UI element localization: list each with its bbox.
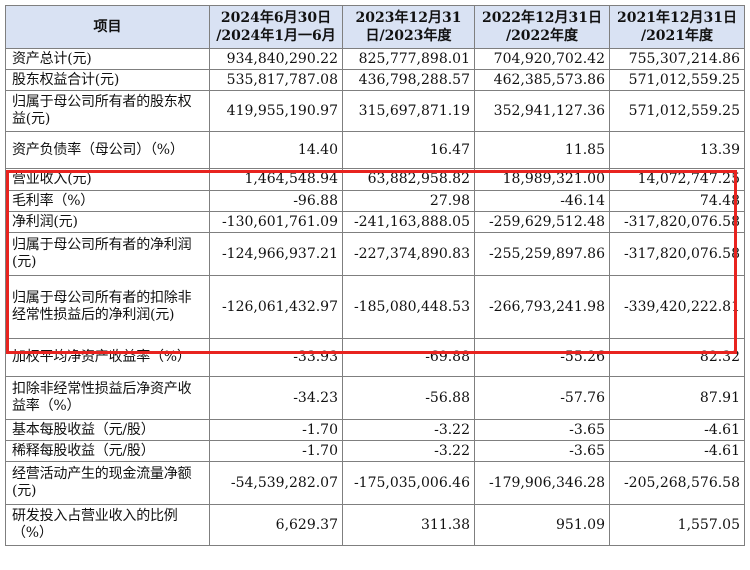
- header-2024h1: 2024年6月30日 /2024年1月一6月: [209, 5, 343, 49]
- cell-value: -96.88: [209, 190, 343, 212]
- cell-value: -175,035,006.46: [342, 461, 475, 505]
- cell-value: -46.14: [474, 190, 610, 212]
- cell-value: 934,840,290.22: [209, 48, 343, 70]
- cell-value: 535,817,787.08: [209, 69, 343, 91]
- cell-value: -33.93: [209, 338, 343, 377]
- cell-value: -3.22: [342, 440, 475, 462]
- cell-value: 571,012,559.25: [609, 69, 745, 91]
- row-label: 股东权益合计(元): [5, 69, 210, 91]
- cell-value: -227,374,890.83: [342, 232, 475, 276]
- cell-value: -56.88: [342, 376, 475, 420]
- cell-value: -185,080,448.53: [342, 275, 475, 339]
- row-label: 归属于母公司所有者的净利润(元): [5, 232, 210, 276]
- row-label: 研发投入占营业收入的比例（%）: [5, 504, 210, 546]
- cell-value: -1.70: [209, 419, 343, 441]
- cell-value: 315,697,871.19: [342, 90, 475, 132]
- cell-value: 6,629.37: [209, 504, 343, 546]
- cell-value: -3.22: [342, 419, 475, 441]
- row-label: 净利润(元): [5, 211, 210, 233]
- cell-value: 1,464,548.94: [209, 168, 343, 191]
- row-label: 毛利率（%）: [5, 190, 210, 212]
- cell-value: 951.09: [474, 504, 610, 546]
- table-header: 项目 2024年6月30日 /2024年1月一6月 2023年12月31 日/2…: [5, 5, 745, 49]
- financial-table: 项目 2024年6月30日 /2024年1月一6月 2023年12月31 日/2…: [5, 5, 745, 546]
- row-label: 归属于母公司所有者的扣除非经常性损益后的净利润(元): [5, 275, 210, 339]
- cell-value: -124,966,937.21: [209, 232, 343, 276]
- cell-value: -3.65: [474, 440, 610, 462]
- header-2022: 2022年12月31日 /2022年度: [474, 5, 610, 49]
- table-row: 归属于母公司所有者的净利润(元) -124,966,937.21 -227,37…: [5, 232, 745, 276]
- cell-value: -126,061,432.97: [209, 275, 343, 339]
- row-label: 稀释每股收益（元/股）: [5, 440, 210, 462]
- cell-value: -55.26: [474, 338, 610, 377]
- cell-value: -1.70: [209, 440, 343, 462]
- cell-value: -339,420,222.81: [609, 275, 745, 339]
- table-row: 经营活动产生的现金流量净额(元) -54,539,282.07 -175,035…: [5, 461, 745, 505]
- cell-value: -179,906,346.28: [474, 461, 610, 505]
- cell-value: 87.91: [609, 376, 745, 420]
- table-row: 稀释每股收益（元/股） -1.70 -3.22 -3.65 -4.61: [5, 440, 745, 462]
- table-body: 资产总计(元) 934,840,290.22 825,777,898.01 70…: [5, 48, 745, 546]
- row-label: 营业收入(元): [5, 168, 210, 191]
- cell-value: 74.48: [609, 190, 745, 212]
- cell-value: 436,798,288.57: [342, 69, 475, 91]
- row-label: 归属于母公司所有者的股东权益(元): [5, 90, 210, 132]
- table-row: 基本每股收益（元/股） -1.70 -3.22 -3.65 -4.61: [5, 419, 745, 441]
- row-label: 资产负债率（母公司）（%）: [5, 131, 210, 169]
- cell-value: -241,163,888.05: [342, 211, 475, 233]
- header-2021: 2021年12月31日 /2021年度: [609, 5, 745, 49]
- cell-value: -57.76: [474, 376, 610, 420]
- cell-value: 462,385,573.86: [474, 69, 610, 91]
- cell-value: -205,268,576.58: [609, 461, 745, 505]
- cell-value: -4.61: [609, 440, 745, 462]
- cell-value: -34.23: [209, 376, 343, 420]
- cell-value: 27.98: [342, 190, 475, 212]
- cell-value: -69.88: [342, 338, 475, 377]
- cell-value: -54,539,282.07: [209, 461, 343, 505]
- table-row: 净利润(元) -130,601,761.09 -241,163,888.05 -…: [5, 211, 745, 233]
- row-label: 扣除非经常性损益后净资产收益率（%）: [5, 376, 210, 420]
- cell-value: -317,820,076.58: [609, 232, 745, 276]
- cell-value: -255,259,897.86: [474, 232, 610, 276]
- cell-value: 14.40: [209, 131, 343, 169]
- cell-value: 704,920,702.42: [474, 48, 610, 70]
- cell-value: 18,989,321.00: [474, 168, 610, 191]
- cell-value: -317,820,076.58: [609, 211, 745, 233]
- cell-value: -4.61: [609, 419, 745, 441]
- table-row: 加权平均净资产收益率（%） -33.93 -69.88 -55.26 82.32: [5, 338, 745, 377]
- header-item: 项目: [5, 5, 210, 49]
- header-row: 项目 2024年6月30日 /2024年1月一6月 2023年12月31 日/2…: [5, 5, 745, 49]
- cell-value: 571,012,559.25: [609, 90, 745, 132]
- header-2023: 2023年12月31 日/2023年度: [342, 5, 475, 49]
- table-row: 毛利率（%） -96.88 27.98 -46.14 74.48: [5, 190, 745, 212]
- cell-value: 419,955,190.97: [209, 90, 343, 132]
- row-label: 资产总计(元): [5, 48, 210, 70]
- cell-value: 63,882,958.82: [342, 168, 475, 191]
- table-row: 研发投入占营业收入的比例（%） 6,629.37 311.38 951.09 1…: [5, 504, 745, 546]
- cell-value: -266,793,241.98: [474, 275, 610, 339]
- cell-value: -130,601,761.09: [209, 211, 343, 233]
- row-label: 基本每股收益（元/股）: [5, 419, 210, 441]
- row-label: 加权平均净资产收益率（%）: [5, 338, 210, 377]
- cell-value: 352,941,127.36: [474, 90, 610, 132]
- table-row: 资产负债率（母公司）（%） 14.40 16.47 11.85 13.39: [5, 131, 745, 169]
- cell-value: 16.47: [342, 131, 475, 169]
- table-row: 归属于母公司所有者的扣除非经常性损益后的净利润(元) -126,061,432.…: [5, 275, 745, 339]
- table-row: 资产总计(元) 934,840,290.22 825,777,898.01 70…: [5, 48, 745, 70]
- cell-value: 311.38: [342, 504, 475, 546]
- table-row: 股东权益合计(元) 535,817,787.08 436,798,288.57 …: [5, 69, 745, 91]
- table-row: 扣除非经常性损益后净资产收益率（%） -34.23 -56.88 -57.76 …: [5, 376, 745, 420]
- cell-value: 755,307,214.86: [609, 48, 745, 70]
- table-row: 营业收入(元) 1,464,548.94 63,882,958.82 18,98…: [5, 168, 745, 191]
- cell-value: -3.65: [474, 419, 610, 441]
- row-label: 经营活动产生的现金流量净额(元): [5, 461, 210, 505]
- table-row: 归属于母公司所有者的股东权益(元) 419,955,190.97 315,697…: [5, 90, 745, 132]
- cell-value: -259,629,512.48: [474, 211, 610, 233]
- cell-value: 82.32: [609, 338, 745, 377]
- cell-value: 13.39: [609, 131, 745, 169]
- cell-value: 14,072,747.25: [609, 168, 745, 191]
- cell-value: 1,557.05: [609, 504, 745, 546]
- cell-value: 11.85: [474, 131, 610, 169]
- cell-value: 825,777,898.01: [342, 48, 475, 70]
